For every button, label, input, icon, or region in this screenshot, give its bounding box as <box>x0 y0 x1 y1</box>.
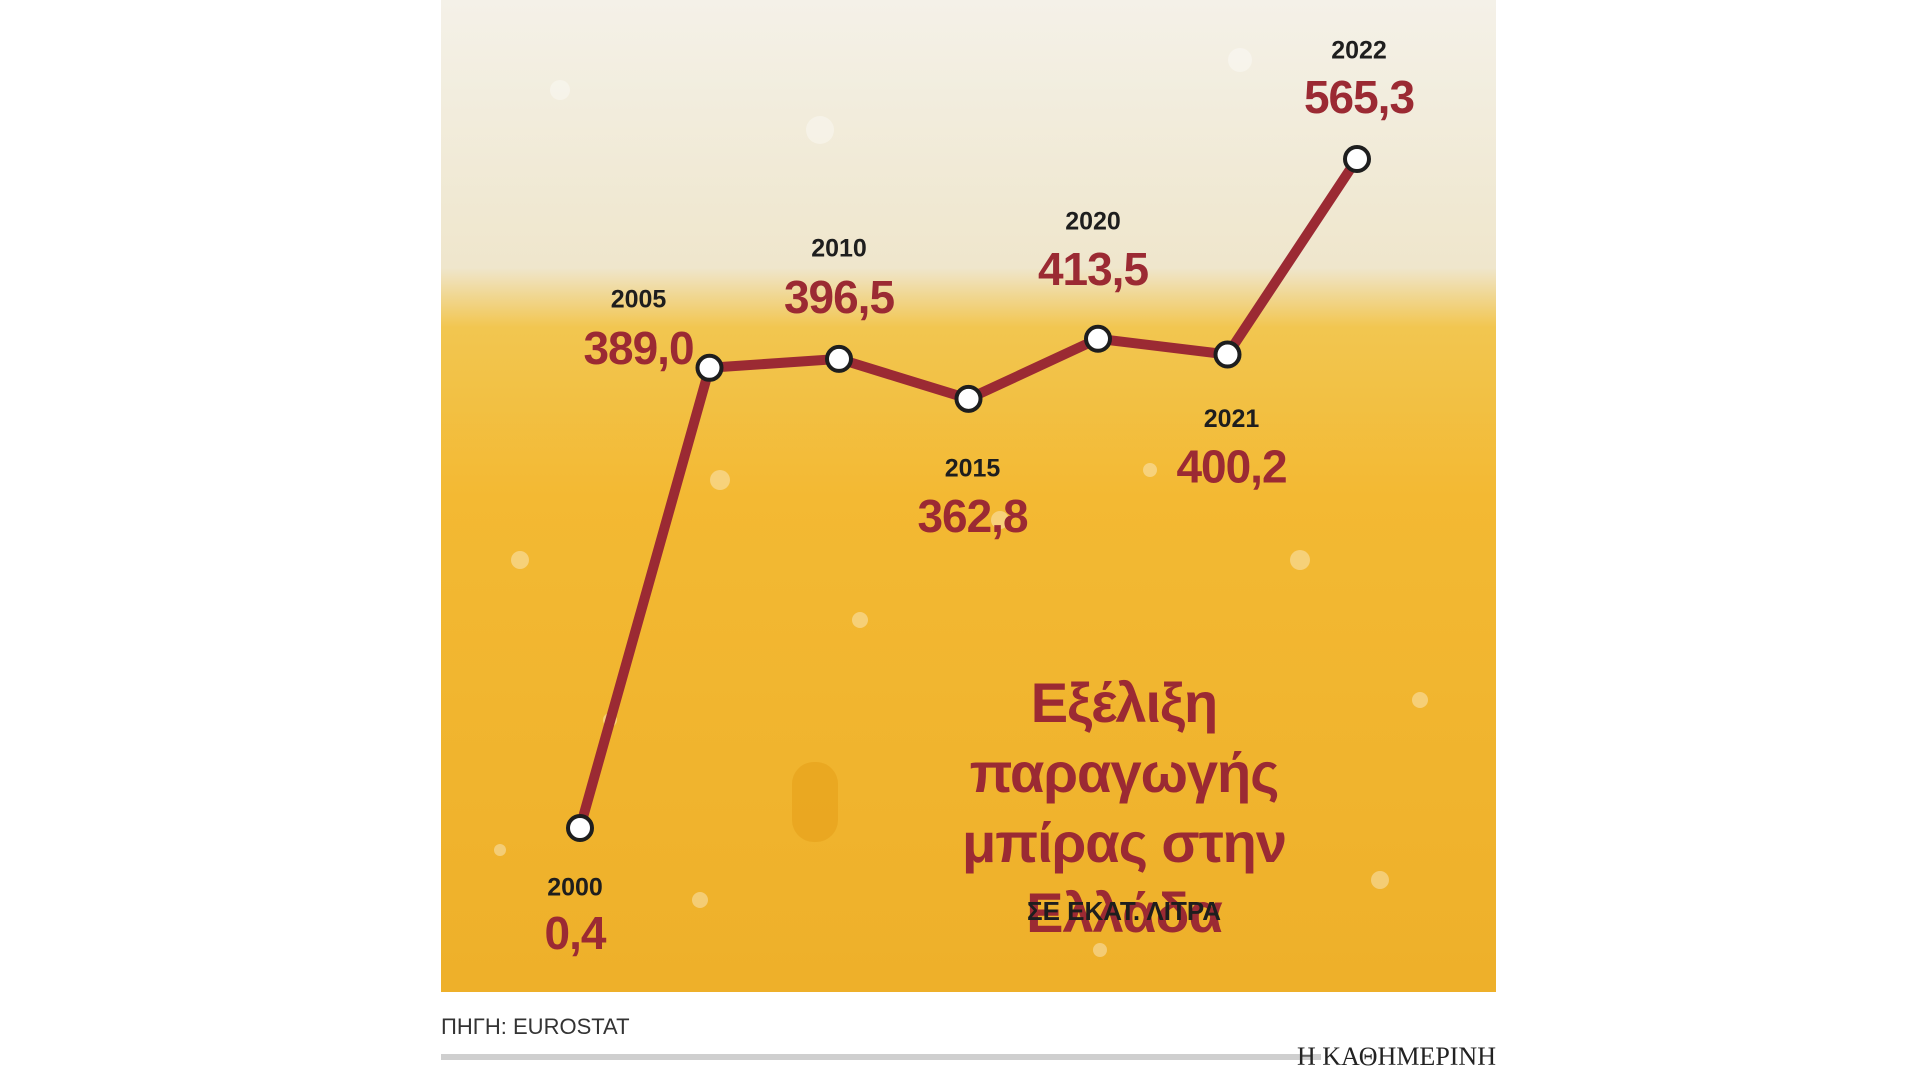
publisher: Η ΚΑΘΗΜΕΡΙΝΗ <box>1297 1042 1496 1071</box>
chart-title: Εξέλιξη παραγωγής μπίρας στην Ελλάδα <box>961 671 1287 944</box>
chart: 2000 0,4 2005 389,0 2010 396,5 2015 362,8 2020 41… <box>441 0 1496 992</box>
value-label: 396,5 <box>784 271 895 323</box>
footer-rule <box>441 1054 1321 1060</box>
year-label: 2005 <box>611 285 667 313</box>
point <box>566 814 594 842</box>
point <box>1213 340 1242 369</box>
source: ΠΗΓΗ: EUROSTAT <box>441 1014 630 1039</box>
value-label: 565,3 <box>1304 71 1414 123</box>
year-label: 2020 <box>1065 207 1121 235</box>
year-label: 2021 <box>1204 405 1260 433</box>
year-label: 2010 <box>811 235 867 263</box>
year-label: 2015 <box>945 454 1001 482</box>
chart-subtitle: ΣΕ ΕΚΑΤ. ΛΙΤΡΑ <box>1026 896 1222 926</box>
point <box>1343 145 1371 173</box>
value-label: 0,4 <box>545 907 607 959</box>
point <box>954 384 983 413</box>
drop <box>792 762 838 842</box>
value-label: 362,8 <box>917 490 1028 542</box>
point <box>1084 324 1112 353</box>
year-label: 2000 <box>547 874 603 902</box>
value-label: 389,0 <box>583 322 693 374</box>
value-label: 400,2 <box>1176 441 1286 493</box>
background <box>441 0 1496 992</box>
point <box>825 344 853 373</box>
value-label: 413,5 <box>1038 243 1149 295</box>
year-label: 2022 <box>1331 37 1387 65</box>
point <box>695 353 724 382</box>
